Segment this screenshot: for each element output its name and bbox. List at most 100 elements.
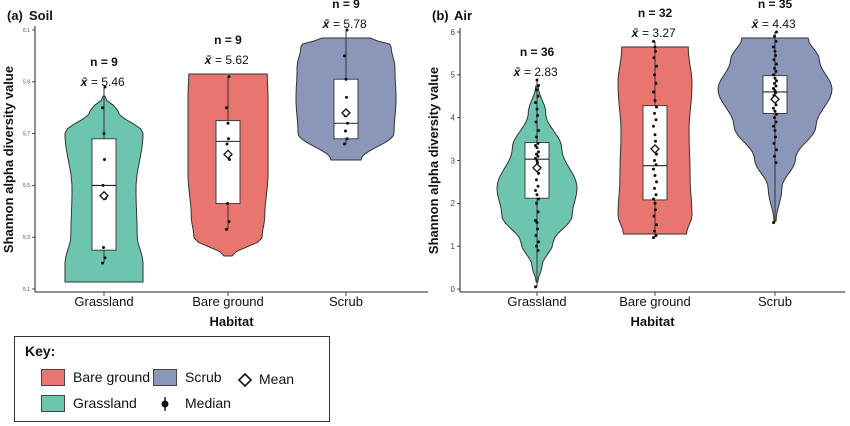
data-point — [345, 137, 349, 141]
data-point — [772, 73, 775, 77]
data-point — [653, 99, 657, 103]
data-point — [103, 158, 106, 161]
data-point — [102, 132, 106, 136]
x-tick-label: Scrub — [329, 294, 363, 309]
mean-label: = 4.43 — [762, 17, 796, 31]
data-point — [534, 233, 538, 237]
panel-label: (b) — [432, 8, 449, 23]
data-point — [774, 84, 778, 88]
data-point — [772, 106, 775, 110]
data-point — [225, 227, 228, 231]
data-point — [652, 167, 655, 171]
data-point — [344, 77, 348, 81]
data-point — [774, 103, 778, 107]
mean-symbol: x̄ — [80, 75, 89, 89]
data-point — [775, 62, 778, 66]
data-point — [772, 141, 776, 145]
y-tick-label: 6.1 — [23, 28, 30, 34]
x-tick-label: Scrub — [758, 294, 792, 309]
data-point — [343, 142, 346, 146]
n-label: n = 32 — [638, 6, 673, 20]
data-point — [773, 49, 777, 53]
key-label-mean: Mean — [259, 371, 295, 387]
data-point — [537, 171, 540, 175]
data-point — [654, 49, 657, 53]
data-point — [534, 144, 537, 148]
data-point — [345, 28, 349, 32]
y-tick-label: 1 — [451, 242, 456, 251]
data-point — [775, 79, 778, 83]
y-tick-label: 3 — [451, 156, 456, 165]
key-label-grassland: Grassland — [73, 395, 137, 411]
y-tick-label: 6 — [451, 28, 456, 37]
data-point — [536, 248, 540, 252]
data-point — [773, 109, 777, 113]
mean-label: = 5.46 — [91, 75, 125, 89]
mean-symbol: x̄ — [751, 17, 760, 31]
panel-label: (a) — [7, 8, 23, 23]
data-point — [535, 159, 539, 162]
mean-marker — [223, 149, 233, 160]
data-point — [655, 180, 658, 184]
data-point — [534, 101, 537, 105]
data-point — [226, 121, 230, 125]
data-point — [536, 114, 539, 118]
key-title: Key: — [25, 343, 56, 359]
data-point — [773, 76, 777, 80]
mean-marker — [532, 162, 542, 173]
data-point — [537, 150, 540, 154]
key-swatch-bare-ground — [41, 369, 65, 386]
data-point — [103, 256, 107, 260]
data-point — [653, 159, 656, 162]
key-label-bare-ground: Bare ground — [73, 369, 151, 385]
data-point — [536, 210, 540, 214]
data-point — [534, 188, 537, 192]
mean-marker — [650, 144, 660, 154]
mean-marker — [341, 107, 351, 118]
data-point — [534, 285, 537, 289]
y-tick-label: 5.9 — [23, 80, 30, 86]
key-swatch-scrub — [153, 369, 177, 386]
y-tick-label: 5 — [451, 71, 456, 80]
n-label: n = 9 — [90, 55, 118, 69]
data-point — [535, 201, 538, 205]
data-point — [773, 116, 776, 120]
mean-symbol: x̄ — [513, 65, 522, 79]
data-point — [772, 87, 775, 91]
data-point — [103, 85, 107, 89]
data-point — [654, 193, 658, 197]
n-label: n = 35 — [758, 0, 793, 11]
data-point — [774, 135, 777, 139]
data-point — [535, 135, 538, 139]
data-point — [652, 236, 655, 240]
data-point — [653, 111, 656, 115]
mean-marker — [770, 94, 780, 105]
data-point — [343, 54, 346, 58]
panel-title: Soil — [29, 8, 53, 23]
data-point — [654, 163, 658, 167]
mean-symbol: x̄ — [631, 26, 640, 40]
y-tick-label: 0 — [451, 285, 456, 294]
data-point — [227, 137, 230, 141]
data-point — [537, 84, 540, 88]
n-label: n = 9 — [214, 33, 242, 47]
data-point — [535, 221, 539, 225]
data-point — [535, 193, 539, 197]
data-point — [772, 45, 775, 49]
key-label-scrub: Scrub — [185, 369, 222, 385]
x-tick-label: Bare ground — [619, 294, 691, 309]
x-tick-label: Grassland — [74, 294, 133, 309]
data-point — [775, 30, 778, 34]
mean-symbol: x̄ — [204, 53, 213, 67]
data-point — [652, 39, 655, 43]
y-tick-label: 5.3 — [23, 235, 30, 241]
data-point — [653, 173, 657, 177]
data-point — [654, 208, 657, 212]
panel-title: Air — [454, 8, 472, 23]
data-point — [101, 183, 105, 187]
data-point — [345, 95, 348, 99]
data-point — [652, 124, 655, 128]
y-axis-label: Shannon alpha diversity value — [1, 66, 16, 253]
data-point — [654, 233, 658, 237]
